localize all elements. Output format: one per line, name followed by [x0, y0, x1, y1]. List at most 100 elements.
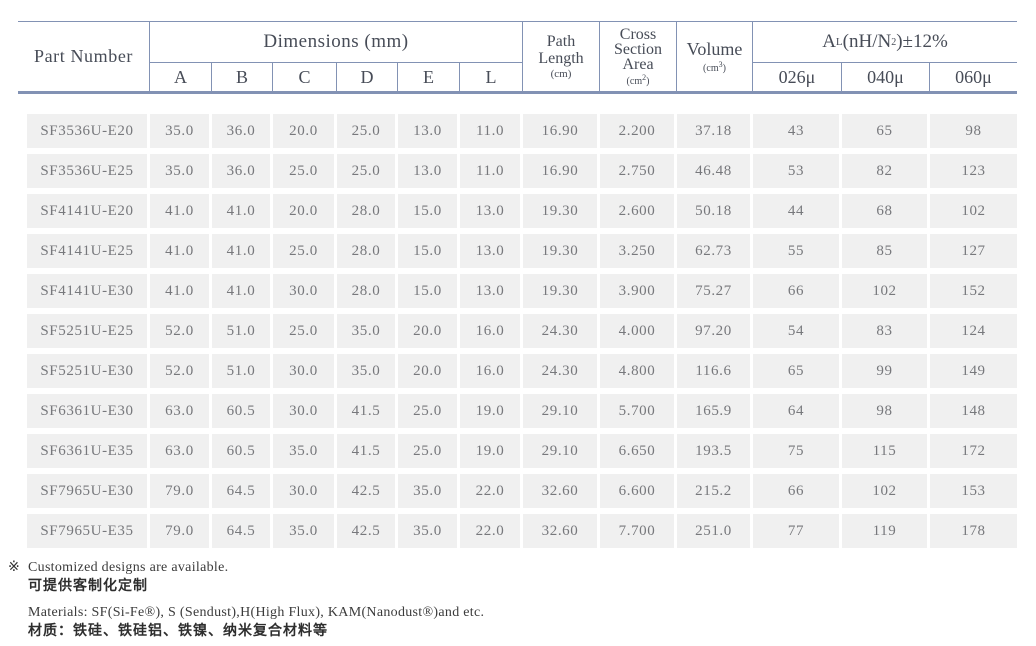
value-cell: 124 — [930, 314, 1017, 348]
value-cell: 62.73 — [677, 234, 753, 268]
table-row: SF7965U-E30 79.0 64.5 30.0 42.5 35.0 22.0 32.60… — [27, 474, 1017, 508]
part-number-cell: SF5251U-E25 — [27, 314, 150, 348]
value-cell: 30.0 — [273, 354, 337, 388]
value-cell: 22.0 — [460, 514, 523, 548]
value-cell: 102 — [930, 194, 1017, 228]
value-cell: 36.0 — [212, 114, 273, 148]
value-cell: 54 — [753, 314, 842, 348]
value-cell: 15.0 — [398, 274, 460, 308]
value-cell: 19.30 — [523, 274, 600, 308]
part-number-cell: SF3536U-E20 — [27, 114, 150, 148]
table-row: SF6361U-E30 63.0 60.5 30.0 41.5 25.0 19.0 29.10… — [27, 394, 1017, 428]
value-cell: 64.5 — [212, 514, 273, 548]
al-col-header-026u: 026μ — [753, 63, 842, 91]
al-col-header-060u: 060μ — [955, 66, 992, 87]
value-cell: 37.18 — [677, 114, 753, 148]
value-cell: 35.0 — [273, 514, 337, 548]
value-cell: 19.0 — [460, 434, 523, 468]
value-cell: 25.0 — [337, 154, 398, 188]
value-cell: 152 — [930, 274, 1017, 308]
table-row: SF5251U-E25 52.0 51.0 25.0 35.0 20.0 16.0 24.30… — [27, 314, 1017, 348]
part-number-cell: SF7965U-E30 — [27, 474, 150, 508]
value-cell: 123 — [930, 154, 1017, 188]
value-cell: 19.0 — [460, 394, 523, 428]
table-row: SF3536U-E25 35.0 36.0 25.0 25.0 13.0 11.0 16.90… — [27, 154, 1017, 188]
customized-note: ※ Customized designs are available. 可提供客… — [8, 559, 484, 596]
value-cell: 52.0 — [150, 354, 212, 388]
volume-unit: (cm3) — [703, 59, 726, 74]
dim-col-header-e: E — [398, 63, 460, 91]
value-cell: 43 — [753, 114, 842, 148]
value-cell: 41.0 — [150, 274, 212, 308]
value-cell: 77 — [753, 514, 842, 548]
value-cell: 25.0 — [273, 234, 337, 268]
part-number-cell: SF5251U-E30 — [27, 354, 150, 388]
value-cell: 29.10 — [523, 434, 600, 468]
customized-note-cn: 可提供客制化定制 — [28, 578, 148, 594]
value-cell: 16.0 — [460, 354, 523, 388]
value-cell: 193.5 — [677, 434, 753, 468]
value-cell: 11.0 — [460, 114, 523, 148]
value-cell: 35.0 — [337, 354, 398, 388]
value-cell: 79.0 — [150, 514, 212, 548]
value-cell: 41.0 — [212, 274, 273, 308]
value-cell: 28.0 — [337, 274, 398, 308]
cross-section-label-line2: Section — [614, 40, 662, 58]
value-cell: 251.0 — [677, 514, 753, 548]
value-cell: 35.0 — [150, 114, 212, 148]
value-cell: 46.48 — [677, 154, 753, 188]
value-cell: 25.0 — [273, 314, 337, 348]
part-number-cell: SF4141U-E30 — [27, 274, 150, 308]
part-number-cell: SF4141U-E20 — [27, 194, 150, 228]
volume-header: Volume (cm3) — [677, 22, 753, 91]
value-cell: 25.0 — [398, 394, 460, 428]
value-cell: 42.5 — [337, 514, 398, 548]
value-cell: 6.650 — [600, 434, 677, 468]
value-cell: 6.600 — [600, 474, 677, 508]
part-number-cell: SF7965U-E35 — [27, 514, 150, 548]
table-row: SF3536U-E20 35.0 36.0 20.0 25.0 13.0 11.0 16.90… — [27, 114, 1017, 148]
value-cell: 41.5 — [337, 434, 398, 468]
value-cell: 63.0 — [150, 394, 212, 428]
value-cell: 97.20 — [677, 314, 753, 348]
value-cell: 53 — [753, 154, 842, 188]
value-cell: 115 — [842, 434, 930, 468]
value-cell: 127 — [930, 234, 1017, 268]
path-length-unit: (cm) — [550, 68, 572, 80]
value-cell: 32.60 — [523, 474, 600, 508]
value-cell: 75 — [753, 434, 842, 468]
value-cell: 4.800 — [600, 354, 677, 388]
value-cell: 178 — [930, 514, 1017, 548]
value-cell: 98 — [930, 114, 1017, 148]
value-cell: 2.750 — [600, 154, 677, 188]
table-row: SF7965U-E35 79.0 64.5 35.0 42.5 35.0 22.0 32.60… — [27, 514, 1017, 548]
dim-col-header-a: A — [150, 63, 212, 91]
cross-section-label-line1: Cross — [619, 25, 657, 43]
value-cell: 148 — [930, 394, 1017, 428]
value-cell: 13.0 — [460, 194, 523, 228]
value-cell: 55 — [753, 234, 842, 268]
table-row: SF4141U-E25 41.0 41.0 25.0 28.0 15.0 13.0 19.30… — [27, 234, 1017, 268]
dim-col-header-l: L — [460, 63, 523, 91]
value-cell: 41.0 — [212, 234, 273, 268]
path-length-label-line1: Path — [546, 33, 576, 50]
value-cell: 66 — [753, 474, 842, 508]
table-body: SF3536U-E20 35.0 36.0 20.0 25.0 13.0 11.0 16.90… — [27, 114, 1017, 554]
value-cell: 98 — [842, 394, 930, 428]
value-cell: 7.700 — [600, 514, 677, 548]
value-cell: 30.0 — [273, 474, 337, 508]
value-cell: 2.600 — [600, 194, 677, 228]
dim-col-header-c: C — [273, 63, 337, 91]
value-cell: 52.0 — [150, 314, 212, 348]
materials-note: Materials: SF(Si-Fe®), S (Sendust),H(Hig… — [28, 604, 484, 641]
value-cell: 35.0 — [398, 514, 460, 548]
value-cell: 35.0 — [150, 154, 212, 188]
value-cell: 13.0 — [460, 234, 523, 268]
al-group-header: A L (nH/N 2)±12% — [753, 22, 1017, 63]
value-cell: 102 — [842, 474, 930, 508]
al-col-header-040u: 040μ — [842, 63, 930, 91]
value-cell: 13.0 — [398, 114, 460, 148]
materials-note-en: Materials: SF(Si-Fe®), S (Sendust),H(Hig… — [28, 605, 485, 620]
value-cell: 60.5 — [212, 394, 273, 428]
